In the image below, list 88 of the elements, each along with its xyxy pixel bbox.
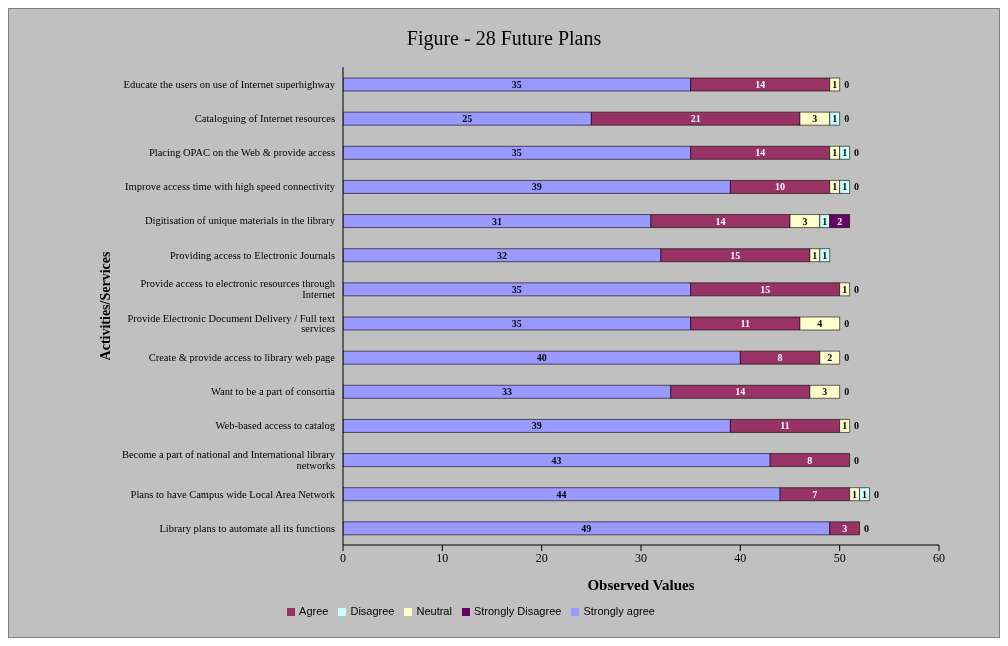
data-label: 35 — [511, 318, 522, 329]
data-label: 0 — [844, 386, 850, 398]
data-label: 14 — [715, 215, 726, 227]
data-label: 1 — [842, 181, 848, 193]
x-axis-title: Observed Values — [587, 576, 695, 593]
data-label: 0 — [864, 522, 870, 534]
data-label: 1 — [822, 215, 828, 227]
y-tick-label: Providing access to Electronic Journals — [169, 249, 335, 261]
y-tick-label: Plans to have Campus wide Local Area Network — [130, 488, 336, 500]
data-label: 2 — [837, 215, 843, 227]
data-label: 1 — [832, 181, 838, 193]
data-label: 8 — [807, 454, 813, 466]
data-label: 0 — [844, 352, 850, 364]
data-label: 11 — [780, 420, 790, 432]
legend-label: Disagree — [350, 605, 395, 617]
y-tick-label: Improve access time with high speed connectivity — [125, 181, 336, 193]
data-label: 1 — [832, 147, 838, 159]
data-label: 0 — [854, 181, 860, 193]
y-axis-title: Activities/Services — [97, 251, 113, 361]
data-label: 0 — [844, 79, 850, 90]
data-label: 44 — [556, 488, 567, 500]
data-label: 11 — [740, 318, 751, 329]
legend-label: Strongly agree — [583, 605, 655, 617]
data-label: 35 — [511, 283, 522, 295]
data-label: 1 — [842, 420, 848, 432]
data-label: 1 — [842, 147, 848, 159]
y-tick-label: Educate the users on use of Internet superhighway — [123, 78, 336, 90]
data-label: 0 — [854, 147, 860, 159]
data-label: 3 — [812, 113, 818, 125]
data-label: 1 — [822, 249, 828, 261]
data-label: 8 — [777, 352, 783, 364]
y-tick-label: Provide access to electronic resources through Internet — [140, 278, 336, 300]
data-label: 0 — [873, 488, 879, 500]
data-label: 3 — [802, 215, 808, 227]
x-tick-label: 20 — [535, 550, 548, 565]
y-tick-label: Cataloguing of Internet resources — [194, 112, 335, 124]
data-label: 3 — [842, 522, 848, 534]
data-label: 1 — [862, 488, 867, 500]
y-tick-label: Want to be a part of consortia — [211, 386, 336, 398]
x-tick-label: 60 — [933, 550, 945, 565]
data-label: 0 — [854, 454, 860, 466]
legend-label: Strongly Disagree — [473, 605, 562, 617]
data-label: 0 — [854, 420, 860, 432]
data-label: 31 — [491, 215, 502, 227]
data-label: 4 — [817, 318, 823, 329]
data-label: 1 — [832, 79, 838, 90]
data-label: 1 — [852, 488, 858, 500]
data-label: 40 — [536, 352, 547, 364]
y-tick-label: Create & provide access to library web page — [148, 351, 336, 363]
chart-title: Figure - 28 Future Plans — [405, 26, 603, 52]
x-tick-label: 40 — [734, 550, 747, 565]
data-label: 15 — [730, 249, 741, 261]
legend-label: Agree — [299, 605, 329, 617]
data-label: 1 — [812, 249, 818, 261]
data-label: 15 — [760, 283, 771, 295]
data-label: 43 — [551, 454, 562, 466]
data-label: 25 — [462, 113, 473, 125]
data-label: 3 — [822, 386, 828, 398]
legend-label: Neutral — [416, 605, 452, 617]
y-tick-label: Provide Electronic Document Delivery / Full text services — [127, 312, 336, 335]
data-label: 49 — [581, 522, 592, 534]
data-label: 10 — [775, 181, 786, 193]
x-tick-label: 30 — [635, 550, 647, 565]
y-tick-label: Become a part of national and International library networks — [121, 449, 336, 471]
data-label: 7 — [812, 488, 818, 500]
data-label: 35 — [511, 147, 522, 159]
y-tick-label: Placing OPAC on the Web & provide access — [148, 147, 335, 159]
data-label: 1 — [832, 113, 838, 125]
data-label: 21 — [690, 113, 701, 125]
y-tick-label: Library plans to automate all its functions — [159, 522, 335, 534]
data-label: 14 — [755, 147, 766, 159]
data-label: 0 — [854, 283, 860, 295]
data-label: 1 — [842, 283, 848, 295]
data-label: 0 — [844, 318, 850, 329]
data-label: 39 — [531, 181, 542, 193]
data-label: 33 — [501, 386, 512, 398]
data-label: 39 — [531, 420, 542, 432]
data-label: 14 — [755, 79, 766, 90]
data-label: 32 — [496, 249, 507, 261]
data-label: 14 — [735, 386, 746, 398]
data-label: 2 — [827, 352, 833, 364]
data-label: 35 — [511, 79, 522, 90]
x-tick-label: 0 — [340, 550, 346, 565]
y-tick-label: Digitisation of unique materials in the library — [144, 215, 336, 227]
x-tick-label: 10 — [436, 550, 449, 565]
x-tick-label: 50 — [833, 550, 846, 565]
y-tick-label: Web-based access to catalog — [215, 420, 336, 432]
data-label: 0 — [844, 113, 850, 125]
